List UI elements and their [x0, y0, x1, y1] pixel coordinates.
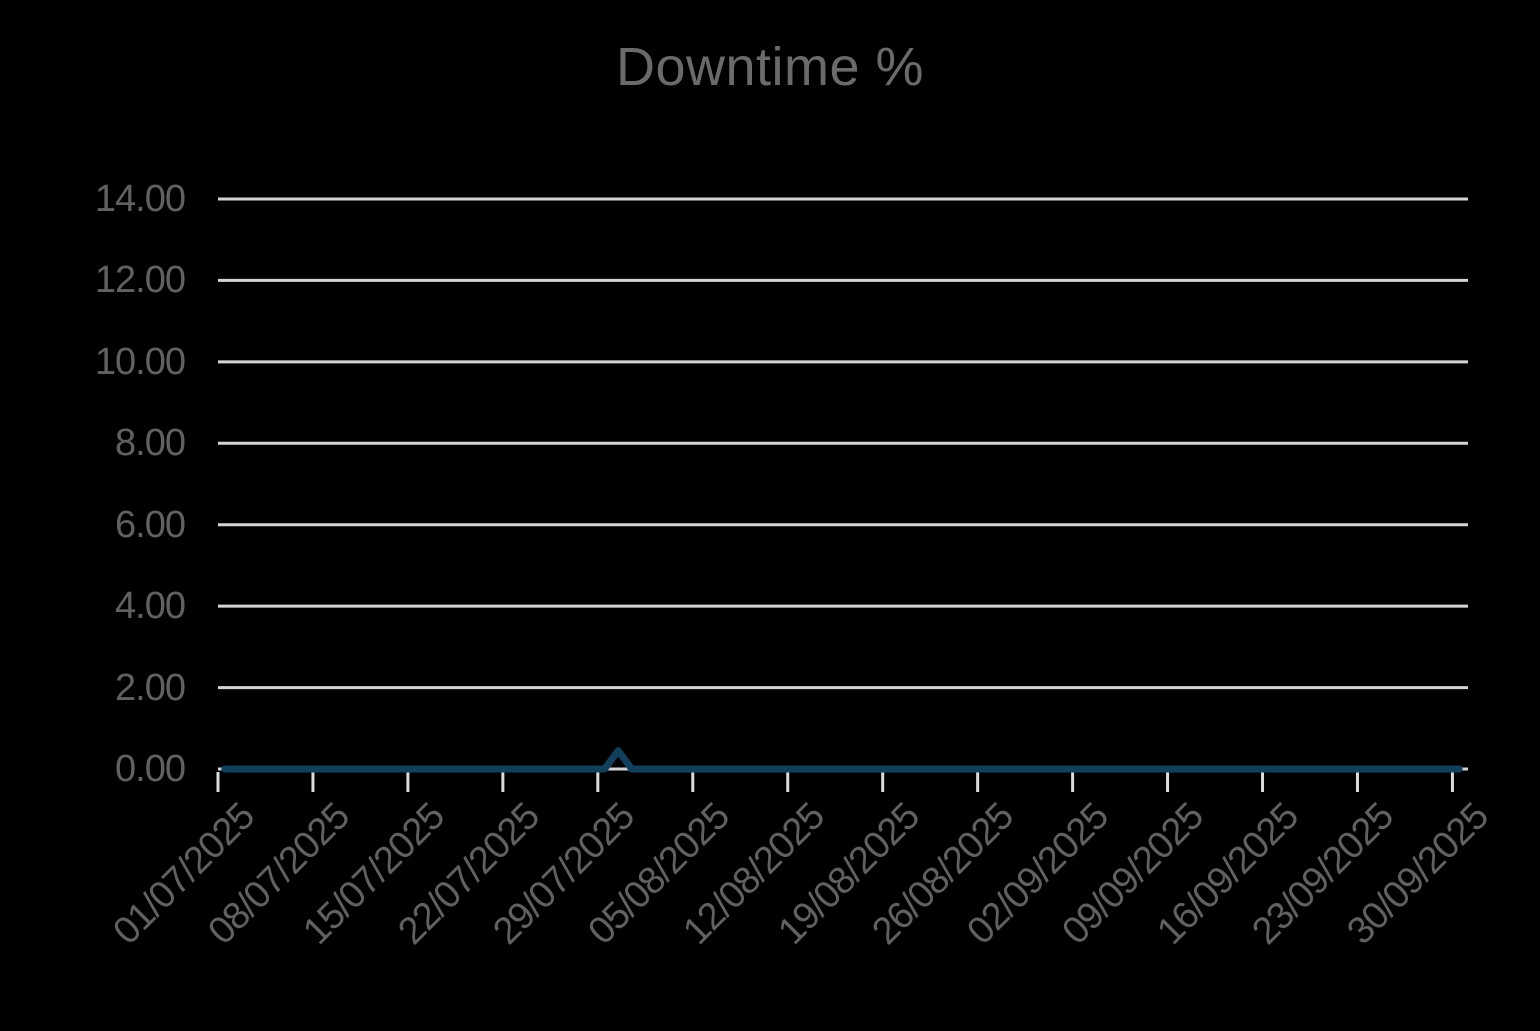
y-axis-label: 6.00	[115, 503, 186, 546]
chart-title: Downtime %	[615, 37, 925, 97]
y-axis-label: 10.00	[94, 340, 186, 383]
y-axis-label: 14.00	[94, 178, 186, 220]
downtime-series-line	[221, 747, 1463, 773]
y-axis-label: 2.00	[115, 666, 186, 709]
y-axis-label: 4.00	[115, 585, 186, 628]
y-axis-label: 0.00	[115, 748, 186, 790]
y-axis-label: 8.00	[115, 422, 186, 465]
y-axis-label: 12.00	[94, 259, 186, 302]
